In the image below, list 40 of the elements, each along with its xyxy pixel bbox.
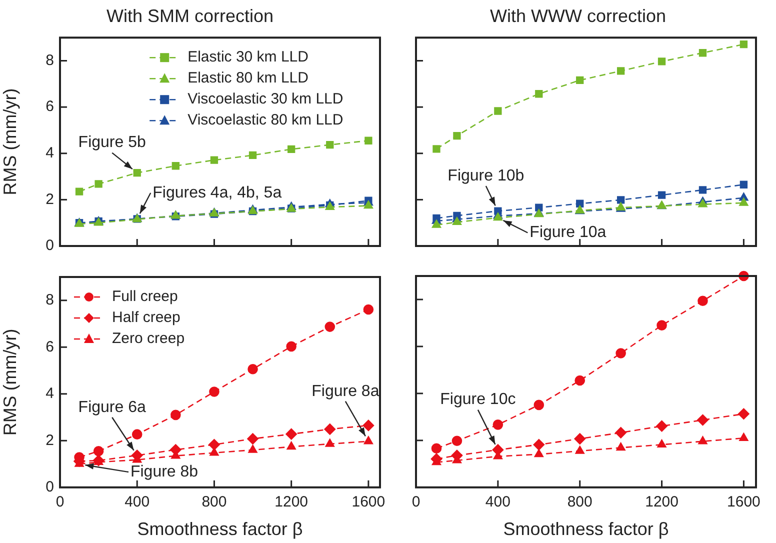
annotation: Figures 4a, 4b, 5a <box>152 184 282 202</box>
legend-label: Half creep <box>112 309 180 326</box>
legend-label: Elastic 30 km LLD <box>188 48 309 66</box>
y-tick-label: 8 <box>46 292 54 309</box>
y-tick-label: 6 <box>46 98 54 116</box>
y-axis-title: RMS (mm/yr) <box>0 328 20 436</box>
x-tick-label: 0 <box>412 494 420 511</box>
x-tick-label: 1600 <box>352 494 386 511</box>
x-tick-label: 1200 <box>645 494 678 511</box>
y-axis-title: RMS (mm/yr) <box>0 88 20 196</box>
y-tick-label: 0 <box>46 478 54 496</box>
legend-label: Elastic 80 km LLD <box>188 70 309 87</box>
y-tick-label: 8 <box>46 52 54 69</box>
y-tick-label: 4 <box>46 144 54 162</box>
chart-title: With SMM correction <box>106 6 274 26</box>
y-tick-label: 2 <box>46 190 54 208</box>
legend-label: Viscoelastic 30 km LLD <box>188 90 344 108</box>
x-axis-title: Smoothness factor β <box>137 519 303 540</box>
x-tick-label: 1600 <box>727 494 760 511</box>
annotation: Figure 10c <box>440 391 516 408</box>
x-axis-title: Smoothness factor β <box>503 519 669 540</box>
x-tick-label: 400 <box>124 494 150 511</box>
y-tick-label: 6 <box>46 338 54 356</box>
chart-title: With WWW correction <box>490 6 666 26</box>
x-tick-label: 800 <box>567 494 592 511</box>
legend-label: Full creep <box>112 288 178 306</box>
y-tick-label: 2 <box>46 432 54 449</box>
x-tick-label: 1200 <box>274 494 308 511</box>
x-tick-label: 400 <box>485 494 510 511</box>
annotation: Figure 10b <box>448 167 524 184</box>
annotation: Figure 8a <box>312 382 380 400</box>
x-tick-label: 800 <box>202 494 227 511</box>
legend-label: Zero creep <box>112 330 185 348</box>
y-tick-label: 0 <box>46 237 54 254</box>
annotation: Figure 8b <box>130 463 198 480</box>
y-tick-label: 4 <box>46 385 54 402</box>
annotation: Figure 6a <box>78 398 146 416</box>
legend-label: Viscoelastic 80 km LLD <box>188 112 344 129</box>
annotation: Figure 10a <box>530 224 606 242</box>
annotation: Figure 5b <box>78 134 146 152</box>
